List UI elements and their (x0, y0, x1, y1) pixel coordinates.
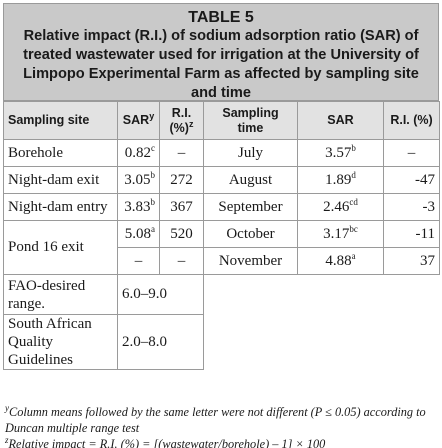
sar-time-cell: 3.57b (297, 139, 384, 167)
header-ri-site: R.I. (%)z (159, 101, 204, 140)
ri-cell: – (159, 247, 204, 275)
guideline-label: South African Quality Guidelines (3, 314, 118, 370)
header-sampling-site: Sampling site (3, 101, 118, 140)
ri-time-cell: -11 (383, 220, 440, 248)
site-cell: Night-dam entry (3, 193, 118, 221)
time-cell: September (203, 193, 298, 221)
sar-time-cell: 2.46cd (297, 193, 384, 221)
table-label: TABLE 5 (188, 9, 254, 26)
table-title: Relative impact (R.I.) of sodium adsorpt… (23, 28, 419, 101)
footnote-y: yColumn means followed by the same lette… (5, 402, 426, 435)
time-cell: November (203, 247, 298, 275)
table-row: Night-dam entry 3.83b 367 September 2.46… (3, 193, 440, 221)
table-row: Borehole 0.82c – July 3.57b – (3, 139, 440, 167)
site-cell: Night-dam exit (3, 166, 118, 194)
guideline-value: 6.0–9.0 (117, 274, 204, 315)
ri-cell: 367 (159, 193, 204, 221)
empty-area (204, 275, 440, 315)
header-sar-site: SARy (117, 101, 160, 140)
ri-cell: – (159, 139, 204, 167)
ri-time-cell: – (383, 139, 440, 167)
time-cell: August (203, 166, 298, 194)
sar-time-cell: 1.89d (297, 166, 384, 194)
site-cell: Pond 16 exit (3, 220, 118, 275)
guideline-value: 2.0–8.0 (117, 314, 204, 370)
ri-time-cell: 37 (383, 247, 440, 275)
sar-cell: 3.05b (117, 166, 160, 194)
guideline-row: South African Quality Guidelines 2.0–8.0 (3, 314, 440, 370)
sar-cell: 3.83b (117, 193, 160, 221)
ri-time-cell: -3 (383, 193, 440, 221)
footnotes: yColumn means followed by the same lette… (3, 402, 439, 448)
table-row: Pond 16 exit 5.08a 520 October 3.17bc -1… (3, 220, 440, 275)
guideline-row: FAO-desired range. 6.0–9.0 (3, 274, 440, 315)
footnote-z: zRelative impact = R.I. (%) = [(wastewat… (5, 434, 326, 448)
guideline-label: FAO-desired range. (3, 274, 118, 315)
time-cell: October (203, 220, 298, 248)
data-table: Sampling site SARy R.I. (%)z Sampling ti… (3, 101, 440, 370)
site-cell: Borehole (3, 139, 118, 167)
header-sampling-time: Sampling time (203, 101, 298, 140)
ri-cell: 520 (159, 220, 204, 248)
table-row: Night-dam exit 3.05b 272 August 1.89d -4… (3, 166, 440, 194)
time-cell: July (203, 139, 298, 167)
table-row: – – November 4.88a 37 (4, 247, 440, 275)
ri-cell: 272 (159, 166, 204, 194)
table-caption: TABLE 5 Relative impact (R.I.) of sodium… (3, 3, 439, 101)
sar-cell: 0.82c (117, 139, 160, 167)
empty-area (204, 315, 440, 370)
sar-cell: 5.08a (117, 220, 160, 248)
sar-time-cell: 4.88a (297, 247, 384, 275)
header-row: Sampling site SARy R.I. (%)z Sampling ti… (3, 101, 440, 140)
sar-time-cell: 3.17bc (297, 220, 384, 248)
ri-time-cell: -47 (383, 166, 440, 194)
sar-cell: – (117, 247, 160, 275)
header-ri-time: R.I. (%) (383, 101, 440, 140)
header-sar-time: SAR (297, 101, 384, 140)
